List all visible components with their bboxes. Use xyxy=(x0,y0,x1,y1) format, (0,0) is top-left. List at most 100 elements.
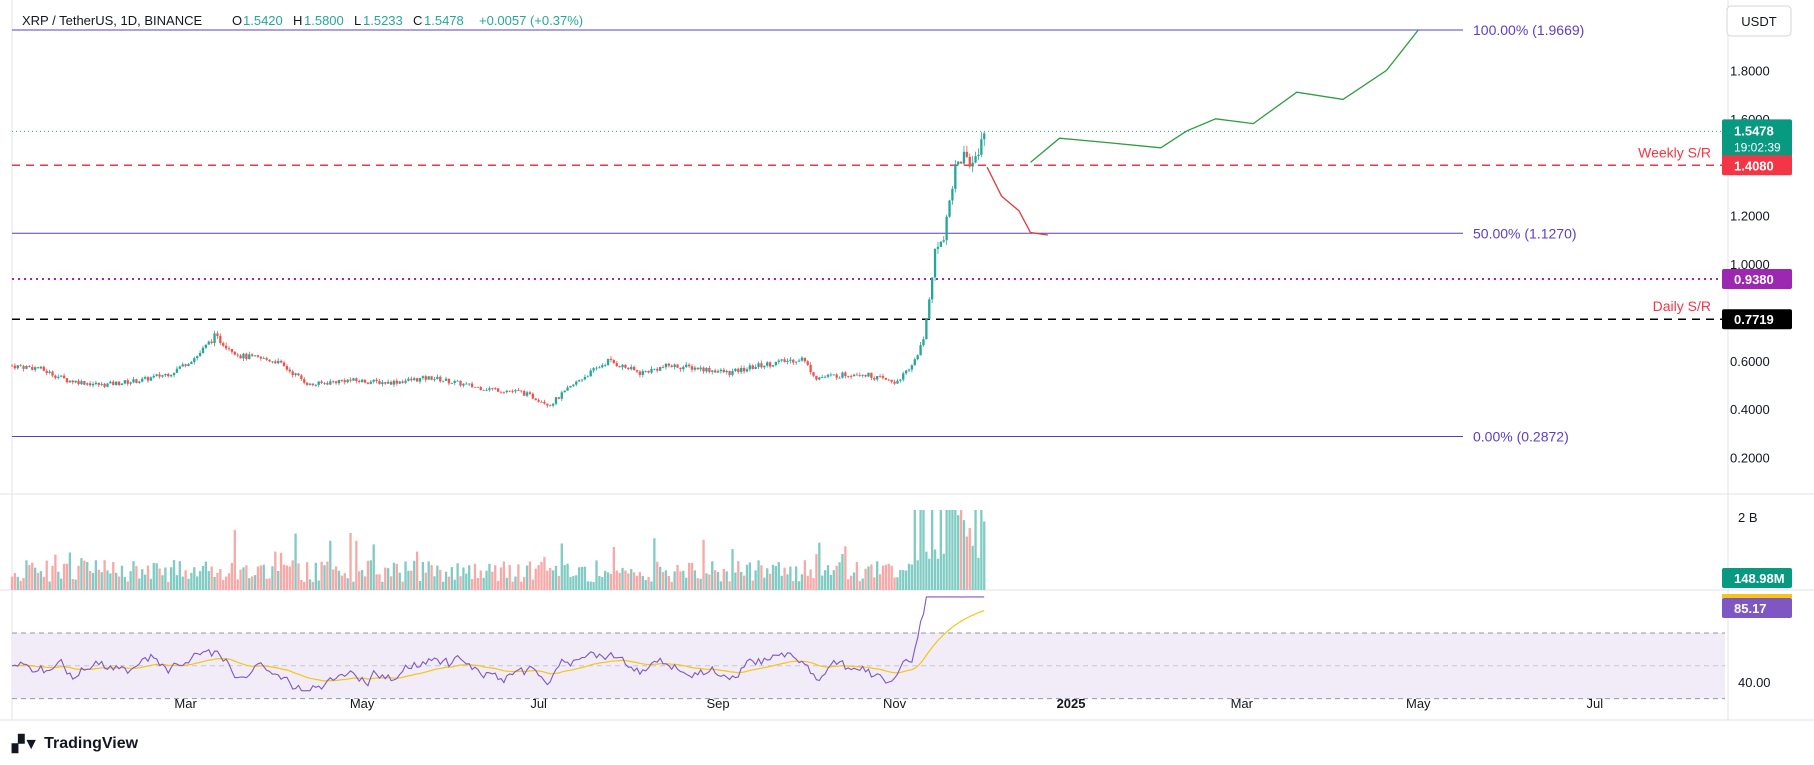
candle-body xyxy=(505,390,508,393)
candle-body xyxy=(91,383,95,386)
candle-body xyxy=(97,382,100,385)
candle-body xyxy=(786,360,789,362)
volume-bar xyxy=(725,571,728,590)
volume-bar xyxy=(531,579,535,590)
volume-bar xyxy=(508,564,511,590)
rsi-ma-line xyxy=(12,610,985,682)
volume-bar xyxy=(277,570,280,590)
candle-body xyxy=(728,370,731,376)
volume-bar xyxy=(470,579,474,590)
volume-bar xyxy=(783,567,786,590)
volume-bar xyxy=(624,570,627,590)
candle-body xyxy=(632,366,636,371)
candle-body xyxy=(384,382,387,384)
candle-body xyxy=(768,362,772,367)
candle-body xyxy=(954,164,957,189)
candle-body xyxy=(962,151,966,164)
candle-body xyxy=(818,377,821,380)
candle-body xyxy=(719,369,723,372)
daily-sr-label: Daily S/R xyxy=(1653,298,1711,314)
volume-bar xyxy=(491,571,494,590)
volume-bar xyxy=(609,573,613,590)
volume-bar xyxy=(135,566,138,590)
volume-bar xyxy=(115,572,118,590)
candle-body xyxy=(407,378,410,381)
tradingview-brand[interactable]: ▞▼ TradingView xyxy=(12,734,138,754)
currency-button[interactable]: USDT xyxy=(1726,5,1792,37)
candle-body xyxy=(803,357,806,362)
candle-body xyxy=(780,359,783,361)
volume-bar xyxy=(670,581,673,590)
candle-body xyxy=(100,383,103,385)
volume-bar xyxy=(210,566,213,590)
candle-body xyxy=(369,381,372,384)
volume-bar xyxy=(939,510,942,590)
price-tick-label: 1.2000 xyxy=(1730,209,1770,224)
volume-bar xyxy=(488,563,491,590)
candle-body xyxy=(360,379,364,383)
volume-bar xyxy=(164,567,167,590)
volume-bar xyxy=(803,560,806,590)
candle-body xyxy=(757,363,760,368)
volume-bar xyxy=(664,570,668,590)
candle-body xyxy=(190,361,193,364)
candle-body xyxy=(39,366,43,369)
candle-body xyxy=(25,366,28,369)
candle-body xyxy=(178,366,181,369)
candle-body xyxy=(635,370,639,372)
candle-body xyxy=(167,373,170,377)
candle-body xyxy=(754,367,757,369)
volume-bar xyxy=(291,560,294,590)
candle-body xyxy=(303,379,306,383)
candle-body xyxy=(528,392,532,394)
volume-bar xyxy=(169,567,173,590)
volume-bar xyxy=(690,562,694,590)
volume-bar xyxy=(702,539,705,590)
volume-bar xyxy=(667,575,671,590)
volume-bar xyxy=(641,575,644,590)
candle-body xyxy=(132,379,135,383)
candle-body xyxy=(28,366,31,367)
candle-body xyxy=(169,375,173,377)
volume-bar xyxy=(711,561,714,590)
candle-body xyxy=(349,379,352,381)
volume-bar xyxy=(88,571,92,590)
candle-body xyxy=(297,373,300,376)
volume-bar xyxy=(650,581,653,590)
volume-bar xyxy=(320,561,323,590)
candle-body xyxy=(294,373,297,376)
candle-body xyxy=(398,381,401,384)
price-chart[interactable]: 100.00% (1.9669) 50.00% (1.1270) 0.00% (0.… xyxy=(0,0,1814,725)
volume-bar xyxy=(826,565,830,590)
volume-bar xyxy=(598,576,601,590)
volume-bar xyxy=(245,565,248,590)
volume-bar xyxy=(39,571,43,590)
candle-body xyxy=(499,391,503,393)
candle-body xyxy=(233,351,236,355)
volume-bar xyxy=(881,565,885,590)
volume-bar xyxy=(861,578,864,590)
volume-bar xyxy=(635,575,639,590)
volume-bar xyxy=(123,577,127,590)
candle-body xyxy=(358,380,361,383)
candle-body xyxy=(685,364,688,367)
volume-bar xyxy=(363,576,367,590)
volume-bar xyxy=(340,575,344,590)
candle-body xyxy=(441,380,445,382)
volume-bar xyxy=(16,576,19,590)
volume-bar xyxy=(957,515,960,590)
candle-body xyxy=(320,381,323,383)
volume-bar xyxy=(687,562,691,590)
candle-body xyxy=(601,365,604,368)
volume-bar xyxy=(482,577,485,590)
candle-body xyxy=(120,383,124,385)
volume-bar xyxy=(656,561,659,590)
candle-body xyxy=(300,375,303,380)
candle-body xyxy=(812,372,815,376)
candle-body xyxy=(326,382,329,385)
candle-body xyxy=(45,370,48,373)
volume-bar xyxy=(51,565,54,590)
candle-body xyxy=(251,354,254,356)
volume-bar xyxy=(977,557,980,590)
volume-bar xyxy=(161,575,164,590)
